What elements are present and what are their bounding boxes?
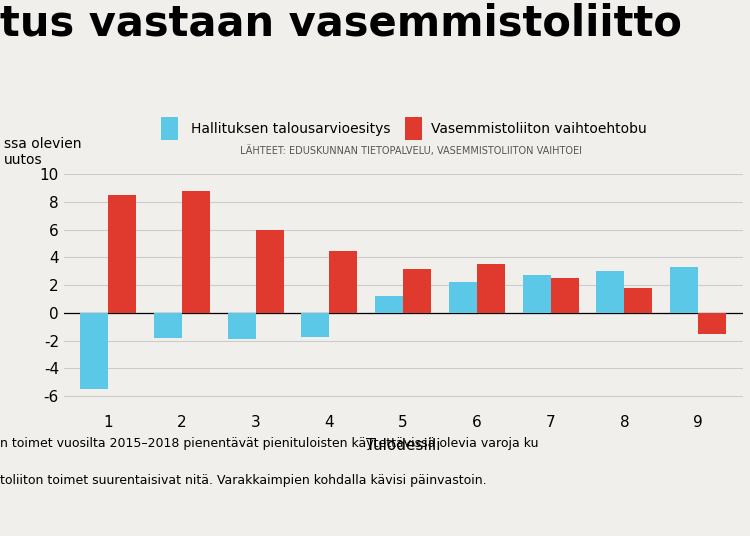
Text: uutos: uutos bbox=[4, 153, 42, 167]
Bar bbox=[182, 191, 210, 313]
Text: tus vastaan vasemmistoliitto: tus vastaan vasemmistoliitto bbox=[0, 3, 682, 44]
Bar bbox=[596, 271, 625, 313]
Bar bbox=[80, 313, 108, 389]
Bar bbox=[154, 313, 182, 338]
Bar bbox=[256, 230, 284, 313]
Bar bbox=[302, 313, 329, 337]
Bar bbox=[477, 264, 505, 313]
Bar bbox=[698, 313, 726, 334]
Text: LÄHTEET: EDUSKUNNAN TIETOPALVELU, VASEMMISTOLIITON VAIHTOEI: LÄHTEET: EDUSKUNNAN TIETOPALVELU, VASEMM… bbox=[240, 145, 582, 155]
Text: Hallituksen talousarvioesitys: Hallituksen talousarvioesitys bbox=[191, 122, 391, 136]
Bar bbox=[550, 278, 579, 313]
Bar bbox=[329, 250, 358, 313]
Bar bbox=[625, 288, 652, 313]
Bar bbox=[108, 195, 136, 313]
Text: n toimet vuosilta 2015–2018 pienentävät pienituloisten käytettävissä olevia varo: n toimet vuosilta 2015–2018 pienentävät … bbox=[0, 437, 538, 450]
Bar bbox=[523, 276, 550, 313]
Bar bbox=[375, 296, 404, 313]
Bar bbox=[404, 269, 431, 313]
Text: Vasemmistoliiton vaihtoehtobu: Vasemmistoliiton vaihtoehtobu bbox=[431, 122, 647, 136]
Bar bbox=[227, 313, 256, 339]
Text: toliiton toimet suurentaisivat nitä. Varakkaimpien kohdalla kävisi päinvastoin.: toliiton toimet suurentaisivat nitä. Var… bbox=[0, 474, 487, 487]
Bar bbox=[448, 282, 477, 313]
Bar bbox=[670, 267, 698, 313]
Text: ssa olevien: ssa olevien bbox=[4, 137, 81, 151]
X-axis label: Tulodesiili: Tulodesiili bbox=[366, 438, 440, 453]
